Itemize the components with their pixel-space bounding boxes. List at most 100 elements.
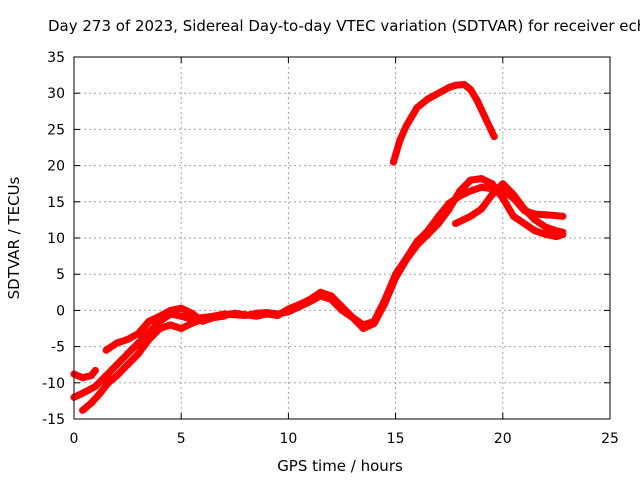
data-point — [145, 317, 153, 325]
data-point — [510, 212, 517, 220]
data-point — [435, 89, 442, 97]
data-point — [242, 312, 249, 319]
data-point — [552, 212, 560, 220]
series-line-segment-d — [79, 312, 228, 414]
data-point — [177, 325, 185, 332]
data-point — [209, 314, 217, 322]
y-tick-label: -15 — [42, 412, 65, 428]
y-tick-label: 30 — [47, 86, 65, 102]
data-point — [96, 390, 104, 398]
data-point — [559, 212, 567, 220]
data-point — [520, 220, 528, 227]
data-point — [79, 374, 87, 382]
data-point — [460, 81, 468, 88]
y-tick-label: 35 — [47, 50, 65, 66]
data-point — [467, 176, 475, 184]
data-point — [327, 296, 335, 303]
data-point — [477, 175, 485, 183]
data-point — [124, 335, 132, 343]
data-point — [134, 339, 142, 347]
x-tick-label: 10 — [279, 431, 297, 447]
y-tick-label: 25 — [47, 122, 65, 138]
data-point — [452, 220, 460, 227]
y-tick-label: 5 — [56, 267, 65, 283]
data-point — [113, 339, 121, 347]
data-point — [81, 388, 89, 396]
data-point — [156, 325, 164, 332]
data-point — [473, 96, 481, 104]
data-point — [134, 330, 142, 338]
data-point — [124, 361, 132, 369]
data-point — [274, 310, 282, 318]
data-point — [156, 317, 164, 325]
data-point — [390, 158, 397, 166]
axis-ticks: 0 5 10 15 20 25 -15 -10 -5 0 5 10 15 20 25 30 35 — [42, 50, 619, 447]
data-point — [445, 83, 453, 91]
data-point — [284, 308, 292, 316]
data-point — [124, 350, 132, 358]
data-point — [552, 227, 560, 235]
data-point — [102, 346, 110, 354]
data-point — [381, 299, 389, 307]
data-point — [338, 306, 346, 314]
data-point — [445, 205, 453, 213]
data-point — [424, 95, 432, 103]
data-point — [177, 304, 185, 312]
data-point — [452, 81, 460, 89]
data-point — [467, 212, 475, 220]
data-point — [424, 230, 432, 238]
y-tick-label: 20 — [47, 159, 65, 175]
data-point — [349, 314, 357, 322]
data-point — [87, 372, 95, 380]
data-point — [392, 274, 400, 282]
data-point — [167, 321, 174, 329]
data-point — [91, 367, 99, 374]
data-point — [113, 361, 121, 369]
x-tick-label: 25 — [601, 431, 619, 447]
x-tick-label: 0 — [70, 431, 79, 447]
data-point — [199, 315, 207, 323]
data-point — [542, 230, 550, 238]
data-point — [359, 325, 367, 332]
data-point — [542, 211, 550, 219]
data-point — [477, 183, 485, 191]
grid-lines — [74, 57, 610, 419]
y-axis-label: SDTVAR / TECUs — [5, 176, 23, 299]
data-point — [102, 372, 110, 380]
series-layer — [70, 81, 567, 414]
data-point — [263, 309, 271, 317]
data-point — [370, 319, 378, 327]
data-point — [87, 399, 95, 407]
y-tick-label: 10 — [47, 231, 65, 247]
data-point — [531, 227, 539, 235]
data-point — [413, 241, 421, 249]
data-point — [542, 223, 550, 231]
data-point — [510, 191, 517, 199]
data-point — [456, 187, 464, 195]
data-point — [499, 180, 507, 188]
y-tick-label: 15 — [47, 195, 65, 211]
y-tick-label: -10 — [42, 376, 65, 392]
data-point — [490, 133, 498, 141]
data-point — [559, 228, 567, 236]
data-point — [482, 115, 490, 122]
data-point — [552, 233, 560, 241]
data-point — [402, 122, 410, 130]
data-point — [317, 292, 325, 300]
data-point — [499, 194, 507, 202]
x-tick-label: 5 — [177, 431, 186, 447]
data-point — [396, 136, 404, 144]
data-point — [231, 311, 239, 319]
data-point — [220, 312, 228, 320]
data-point — [295, 303, 303, 311]
data-point — [134, 350, 142, 358]
data-point — [413, 104, 421, 112]
data-point — [252, 309, 260, 317]
y-tick-label: 0 — [56, 303, 65, 319]
data-point — [91, 382, 99, 390]
data-point — [104, 379, 112, 387]
data-point — [488, 180, 496, 188]
data-point — [402, 256, 410, 264]
data-point — [113, 372, 121, 380]
